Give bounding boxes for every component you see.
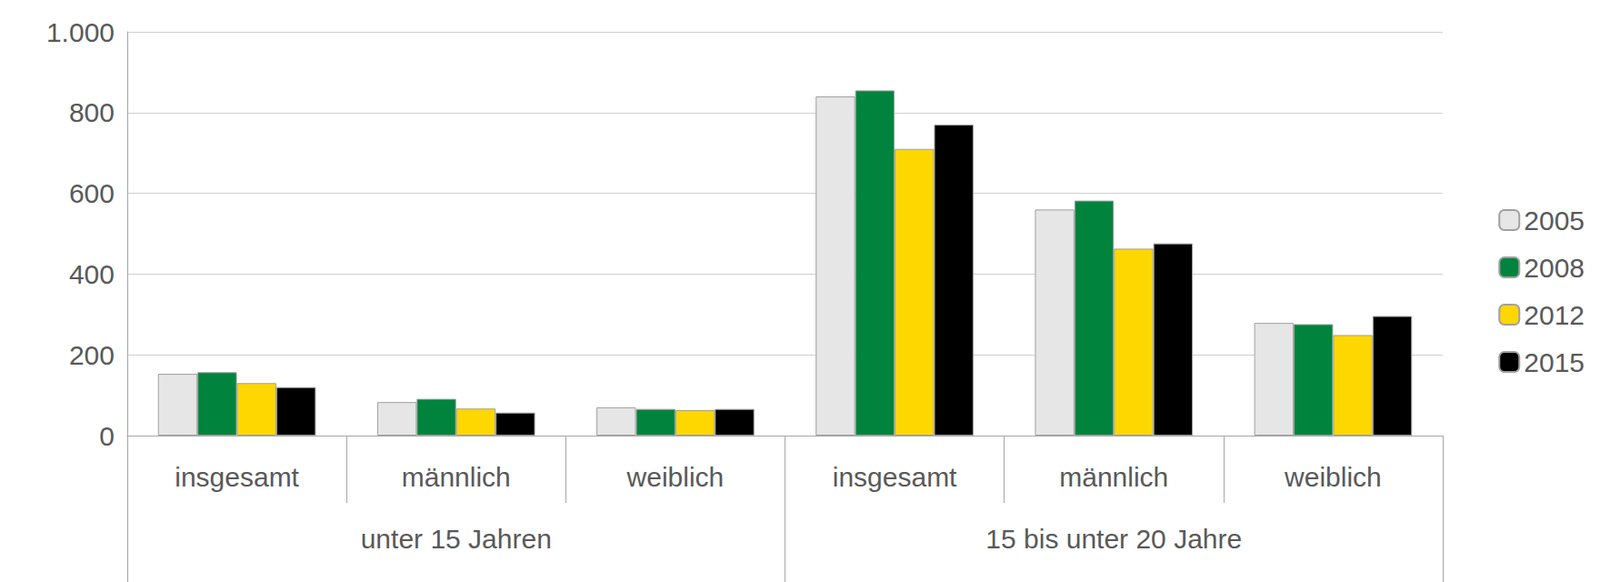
svg-text:15 bis unter 20 Jahre: 15 bis unter 20 Jahre <box>985 523 1242 554</box>
svg-text:1.000: 1.000 <box>46 17 115 48</box>
svg-text:600: 600 <box>69 178 115 209</box>
svg-text:unter 15 Jahren: unter 15 Jahren <box>360 523 552 554</box>
svg-text:weiblich: weiblich <box>626 461 725 492</box>
svg-text:0: 0 <box>99 420 115 451</box>
svg-text:2005: 2005 <box>1523 205 1585 236</box>
svg-text:2012: 2012 <box>1523 300 1585 330</box>
svg-text:200: 200 <box>69 340 115 370</box>
svg-text:insgesamt: insgesamt <box>832 461 958 492</box>
svg-text:männlich: männlich <box>401 461 511 492</box>
svg-text:weiblich: weiblich <box>1283 461 1382 492</box>
svg-text:2015: 2015 <box>1523 347 1585 378</box>
svg-text:800: 800 <box>69 97 115 128</box>
svg-text:männlich: männlich <box>1059 461 1169 492</box>
svg-text:400: 400 <box>69 259 115 290</box>
svg-text:2008: 2008 <box>1523 252 1585 283</box>
svg-text:insgesamt: insgesamt <box>174 461 300 492</box>
